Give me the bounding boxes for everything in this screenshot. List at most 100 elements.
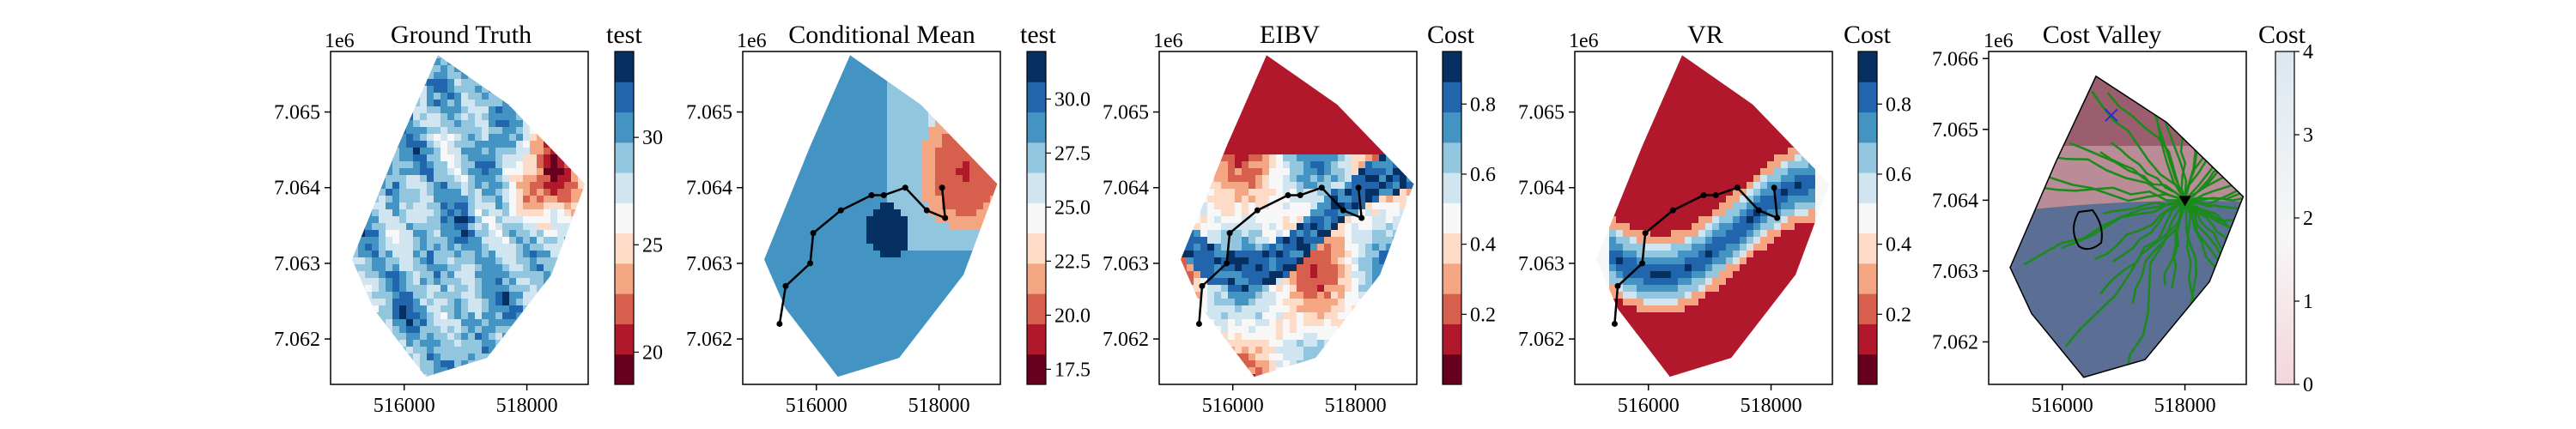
heat-cell [1249,134,1256,142]
heat-cell [502,182,510,190]
heat-cell [942,278,950,286]
heat-cell [990,86,998,94]
heat-cell [990,374,998,378]
heat-cell [784,333,792,341]
heat-cell [853,353,860,361]
heat-cell [1297,196,1304,203]
heat-cell [434,202,441,210]
heat-cell [420,305,428,313]
heat-cell [1269,148,1277,155]
heat-cell [914,285,922,293]
heat-cell [420,244,428,251]
heat-cell [1181,223,1188,231]
heat-cell [454,65,462,73]
heat-cell [1331,216,1339,224]
heat-cell [928,292,936,299]
heat-cell [392,202,400,210]
heat-cell [537,340,544,347]
heat-cell [550,209,558,217]
heat-cell [983,285,991,293]
heat-cell [523,93,531,100]
heat-cell [413,134,421,142]
heat-cell [516,230,524,238]
heat-cell [1393,154,1400,162]
heat-cell [956,209,963,217]
heat-cell [406,271,414,279]
heat-cell [880,216,888,224]
heat-cell [530,257,538,265]
heat-cell [811,168,819,176]
heat-cell [372,278,380,286]
heat-cell [509,100,517,107]
heat-cell [372,326,380,334]
heat-cell [832,161,840,169]
heat-cell [365,257,373,265]
heat-cell [873,257,881,265]
heat-cell [379,237,386,245]
heat-cell [1159,175,1167,183]
heat-cell [805,161,812,169]
heat-cell [1187,127,1194,135]
heat-cell [1242,230,1249,238]
heat-cell [1365,113,1373,121]
heat-cell [537,134,544,142]
heat-cell [880,237,888,245]
heat-cell [1358,86,1366,94]
heat-cell [1187,106,1194,114]
heat-cell [832,202,840,210]
heat-cell [544,86,551,94]
heat-cell [811,154,819,162]
heat-cell [1249,127,1256,135]
heat-cell [1276,106,1284,114]
heat-cell [482,168,489,176]
heat-cell [1393,93,1400,100]
heat-cell [434,209,441,217]
heat-cell [1324,244,1332,251]
heat-cell [805,148,812,155]
heat-cell [791,305,799,313]
heat-cell [743,230,750,238]
heat-cell [949,271,957,279]
heat-cell [468,271,476,279]
heat-cell [976,237,984,245]
heat-cell [805,175,812,183]
heat-cell [1221,65,1229,73]
heat-cell [1297,148,1304,155]
heat-cell [495,230,503,238]
heat-cell [770,271,778,279]
heat-cell [571,251,579,258]
heat-cell [482,367,489,375]
heat-cell [392,278,400,286]
heat-cell [894,360,902,368]
heat-cell [1400,55,1407,59]
heat-cell [901,202,908,210]
heat-cell [777,230,785,238]
heat-cell [406,209,414,217]
heat-cell [770,216,778,224]
heat-cell [963,168,970,176]
heat-cell [901,360,908,368]
heat-cell [399,333,407,341]
heat-cell [358,175,366,183]
heat-cell [454,168,462,176]
heat-cell [468,264,476,272]
heat-cell [1262,161,1270,169]
heat-cell [791,264,799,272]
heat-cell [461,319,469,327]
heat-cell [372,161,380,169]
heat-cell [578,305,586,313]
heat-cell [894,161,902,169]
heat-cell [1393,161,1400,169]
heat-cell [963,55,970,59]
heat-cell [1221,251,1229,258]
heat-cell [475,374,483,378]
heat-cell [969,230,977,238]
heat-cell [434,299,441,306]
heat-cell [846,278,854,286]
heat-cell [1324,113,1332,121]
heat-cell [1200,58,1208,66]
heat-cell [983,106,991,114]
heat-cell [537,237,544,245]
heat-cell [949,257,957,265]
heat-cell [956,305,963,313]
